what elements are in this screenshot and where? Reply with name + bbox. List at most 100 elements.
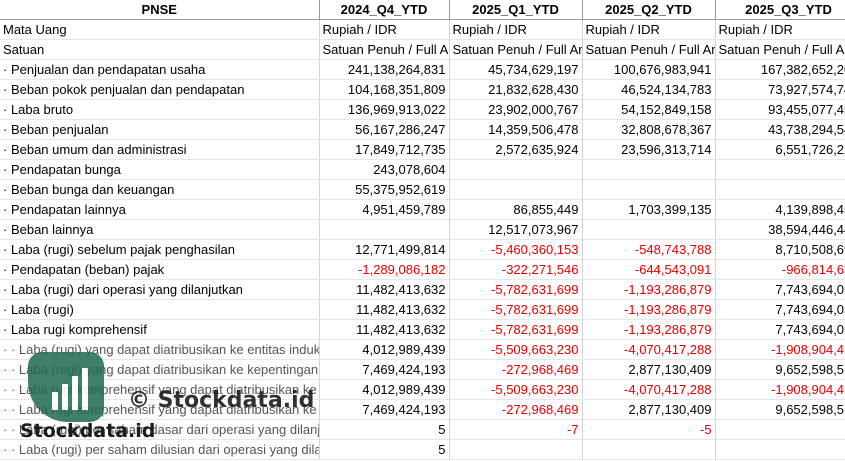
row-value <box>449 439 583 460</box>
row-value: -5,460,360,153 <box>449 239 583 260</box>
row-value: -5 <box>582 419 716 440</box>
row-value: Satuan Penuh / Full Amount <box>715 39 845 60</box>
row-value: -5,509,663,230 <box>449 339 583 360</box>
row-value: 167,382,652,201 <box>715 59 845 80</box>
row-label: · Laba (rugi) <box>0 299 320 320</box>
table-row: · Pendapatan lainnya 4,951,459,789 86,855,… <box>0 199 845 220</box>
table-row: · · Laba (rugi) yang dapat diatribusikan… <box>0 359 845 380</box>
row-value <box>582 179 716 200</box>
row-value: Satuan Penuh / Full Amount <box>582 39 716 60</box>
row-value: 2,877,130,409 <box>582 399 716 420</box>
corner-ticker: PNSE <box>0 0 320 20</box>
row-value: -1,908,904,458 <box>715 379 845 400</box>
table-row: · Penjualan dan pendapatan usaha 241,138,… <box>0 59 845 80</box>
row-label: · Laba rugi komprehensif <box>0 319 320 340</box>
row-value <box>582 219 716 240</box>
row-value: 4,012,989,439 <box>319 339 450 360</box>
table-row: · Laba (rugi) sebelum pajak penghasilan 1… <box>0 239 845 260</box>
row-value: 32,808,678,367 <box>582 119 716 140</box>
row-label: · · Laba (rugi) per saham dilusian dari … <box>0 439 320 460</box>
row-value: 2,572,635,924 <box>449 139 583 160</box>
row-value: 12,517,073,967 <box>449 219 583 240</box>
row-value: Rupiah / IDR <box>319 19 450 40</box>
period-header[interactable]: 2025_Q3_YTD <box>715 0 845 20</box>
row-label: Satuan <box>0 39 320 60</box>
table-row: · Beban umum dan administrasi 17,849,712,… <box>0 139 845 160</box>
row-value: 14,359,506,478 <box>449 119 583 140</box>
row-value: 4,951,459,789 <box>319 199 450 220</box>
row-value: -548,743,788 <box>582 239 716 260</box>
row-value: -7 <box>449 419 583 440</box>
row-value: 38,594,446,446 <box>715 219 845 240</box>
watermark-text: © Stockdata.id <box>128 388 315 413</box>
row-value: 23,596,313,714 <box>582 139 716 160</box>
table-row: · Laba bruto 136,969,913,022 23,902,000,76… <box>0 99 845 120</box>
row-value: -1,193,286,879 <box>582 299 716 320</box>
row-label: · Beban lainnya <box>0 219 320 240</box>
row-value: 100,676,983,941 <box>582 59 716 80</box>
row-value: 241,138,264,831 <box>319 59 450 80</box>
row-label: · Laba (rugi) sebelum pajak penghasilan <box>0 239 320 260</box>
row-value: 7,469,424,193 <box>319 399 450 420</box>
row-value: -1,289,086,182 <box>319 259 450 280</box>
period-header[interactable]: 2024_Q4_YTD <box>319 0 450 20</box>
row-value: 21,832,628,430 <box>449 79 583 100</box>
row-value: 11,482,413,632 <box>319 319 450 340</box>
row-value: 4,139,898,452 <box>715 199 845 220</box>
row-value: 55,375,952,619 <box>319 179 450 200</box>
row-value: Satuan Penuh / Full Amount <box>449 39 583 60</box>
period-header[interactable]: 2025_Q2_YTD <box>582 0 716 20</box>
row-value: 23,902,000,767 <box>449 99 583 120</box>
row-value: 5 <box>319 439 450 460</box>
row-value: -1,908,904,458 <box>715 339 845 360</box>
row-value <box>319 219 450 240</box>
row-value: 93,455,077,454 <box>715 99 845 120</box>
row-label: · · Laba (rugi) per saham dasar dari ope… <box>0 419 320 440</box>
row-value: 46,524,134,783 <box>582 79 716 100</box>
row-value <box>715 179 845 200</box>
table-row: · Pendapatan (beban) pajak -1,289,086,182… <box>0 259 845 280</box>
row-value: 4,012,989,439 <box>319 379 450 400</box>
row-value: 104,168,351,809 <box>319 79 450 100</box>
row-value: -966,814,636 <box>715 259 845 280</box>
header-row: PNSE 2024_Q4_YTD 2025_Q1_YTD 2025_Q2_YTD… <box>0 0 845 20</box>
row-value: 12,771,499,814 <box>319 239 450 260</box>
watermark-brand: Stockdata.id <box>20 420 156 442</box>
row-value: -2 <box>715 419 845 440</box>
row-value: -5,509,663,230 <box>449 379 583 400</box>
table-row: · Laba (rugi) dari operasi yang dilanjut… <box>0 279 845 300</box>
row-value: 17,849,712,735 <box>319 139 450 160</box>
table-row: · · Laba rugi komprehensif yang dapat di… <box>0 399 845 420</box>
table-row: · · Laba (rugi) per saham dasar dari ope… <box>0 419 845 440</box>
table-row: · Beban lainnya 12,517,073,967 38,594,446,… <box>0 219 845 240</box>
period-header[interactable]: 2025_Q1_YTD <box>449 0 583 20</box>
row-value: 54,152,849,158 <box>582 99 716 120</box>
row-label: Mata Uang <box>0 19 320 40</box>
row-value: Rupiah / IDR <box>449 19 583 40</box>
row-value <box>582 159 716 180</box>
bar-chart-icon <box>52 368 88 410</box>
row-value: 5 <box>319 419 450 440</box>
row-value <box>449 179 583 200</box>
row-label: · Beban umum dan administrasi <box>0 139 320 160</box>
row-label: · Laba bruto <box>0 99 320 120</box>
row-value: 7,743,694,054 <box>715 279 845 300</box>
row-value <box>449 159 583 180</box>
row-label: · Penjualan dan pendapatan usaha <box>0 59 320 80</box>
row-value: -5,782,631,699 <box>449 299 583 320</box>
row-label: · Pendapatan (beban) pajak <box>0 259 320 280</box>
row-value <box>715 439 845 460</box>
row-value: 43,738,294,547 <box>715 119 845 140</box>
row-value: Rupiah / IDR <box>582 19 716 40</box>
row-value: -322,271,546 <box>449 259 583 280</box>
row-value: 6,551,726,223 <box>715 139 845 160</box>
row-value: -644,543,091 <box>582 259 716 280</box>
row-value: 243,078,604 <box>319 159 450 180</box>
row-value: 8,710,508,690 <box>715 239 845 260</box>
row-value: 136,969,913,022 <box>319 99 450 120</box>
row-label: · Pendapatan bunga <box>0 159 320 180</box>
row-value: -1,193,286,879 <box>582 319 716 340</box>
table-row: · Pendapatan bunga 243,078,604 <box>0 159 845 180</box>
row-value: 9,652,598,512 <box>715 399 845 420</box>
